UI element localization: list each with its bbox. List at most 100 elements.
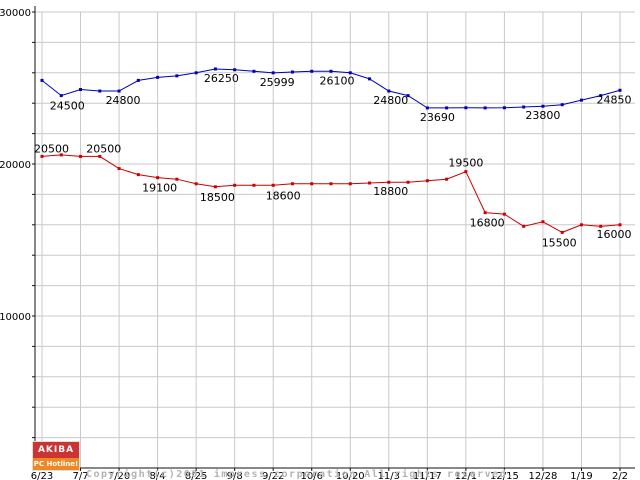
blue-point-marker [579,98,583,102]
value-label: 20500 [34,142,69,155]
x-tick-label: 6/23 [31,471,53,480]
x-tick-label: 8/4 [150,471,166,480]
blue-point-marker [464,106,468,110]
red-point-marker [329,182,333,186]
blue-point-marker [156,75,160,79]
red-point-marker [156,176,160,180]
value-label: 24850 [597,93,632,106]
red-point-marker [387,180,391,184]
x-tick-label: 7/20 [108,471,130,480]
x-tick-label: 1/19 [570,471,592,480]
red-point-marker [618,223,622,227]
blue-point-marker [252,69,256,73]
red-point-marker [368,181,372,185]
red-point-marker [445,177,449,181]
value-label: 24800 [373,94,408,107]
value-label: 23690 [420,111,455,124]
value-label: 18800 [373,185,408,198]
red-point-marker [406,180,410,184]
red-point-marker [541,220,545,224]
x-tick-label: 11/3 [378,471,400,480]
value-label: 20500 [86,142,121,155]
x-tick-label: 9/8 [227,471,243,480]
y-tick-label: 30000 [0,8,31,19]
x-tick-label: 8/25 [185,471,207,480]
blue-point-marker [79,88,83,92]
value-label: 24500 [50,100,85,113]
x-tick-label: 12/15 [490,471,519,480]
red-point-marker [40,154,44,158]
x-tick-label: 9/22 [262,471,284,480]
blue-point-marker [522,105,526,109]
value-label: 26100 [320,74,355,87]
value-label: 19100 [142,182,177,195]
red-point-marker [271,183,275,187]
x-tick-label: 11/17 [413,471,442,480]
red-point-marker [213,185,217,189]
footer-credits: Copyright(c)2001 impress corporation All… [86,442,515,480]
blue-point-marker [59,94,63,98]
blue-point-marker [445,106,449,110]
blue-point-marker [233,68,237,72]
blue-point-marker [98,89,102,93]
blue-point-marker [329,69,333,73]
blue-point-marker [348,71,352,75]
red-point-marker [194,182,198,186]
red-point-marker [59,153,63,157]
x-tick-label: 10/6 [300,471,322,480]
value-label: 18600 [266,189,301,202]
value-label: 25999 [260,76,295,89]
blue-point-marker [425,106,429,110]
footer: AKIBA PC Hotline! Copyright(c)2001 impre… [33,442,515,480]
red-point-marker [522,224,526,228]
blue-point-marker [387,89,391,93]
value-label: 19500 [448,157,483,170]
red-point-marker [579,223,583,227]
blue-point-marker [117,89,121,93]
y-tick-label: 10000 [0,312,31,323]
blue-point-marker [40,78,44,82]
blue-point-marker [502,106,506,110]
blue-point-marker [368,77,372,81]
x-tick-label: 12/1 [455,471,477,480]
value-label: 16000 [597,228,632,241]
logo-pchotline-text: PC Hotline! [33,458,79,470]
value-label: 18500 [200,191,235,204]
red-series-line [41,154,621,233]
blue-point-marker [310,69,314,73]
blue-point-marker [406,94,410,98]
x-tick-label: 2/2 [612,471,628,480]
red-point-marker [252,183,256,187]
value-label: 24800 [106,94,141,107]
red-point-marker [425,179,429,183]
red-point-marker [464,170,468,174]
blue-point-marker [599,94,603,98]
blue-point-marker [618,88,622,92]
copyright-text: Copyright(c)2001 impress corporation All… [86,469,515,480]
red-point-marker [310,182,314,186]
x-tick-label: 12/28 [529,471,558,480]
x-tick-label: 10/20 [336,471,365,480]
red-point-marker [483,211,487,215]
blue-point-marker [483,106,487,110]
blue-point-marker [175,74,179,78]
red-point-marker [599,224,603,228]
blue-point-marker [560,103,564,107]
red-point-marker [98,154,102,158]
akiba-pc-hotline-logo[interactable]: AKIBA PC Hotline! [33,442,79,470]
red-point-marker [290,182,294,186]
value-label: 16800 [470,217,505,230]
red-point-marker [348,182,352,186]
red-point-marker [79,154,83,158]
blue-point-marker [194,71,198,75]
x-tick-label: 7/7 [72,471,88,480]
logo-akiba-text: AKIBA [33,442,79,458]
blue-point-marker [290,70,294,74]
blue-point-marker [541,104,545,108]
value-label: 26250 [204,72,239,85]
red-point-marker [233,183,237,187]
red-point-marker [175,177,179,181]
red-point-marker [136,173,140,177]
